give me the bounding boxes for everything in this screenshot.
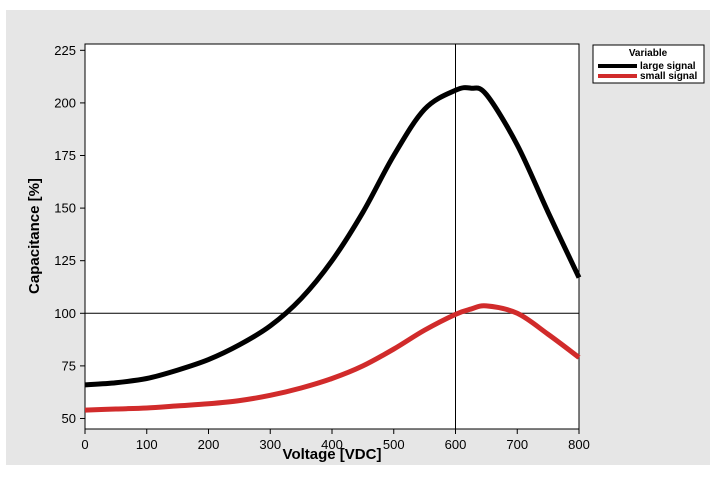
series-line-small-signal	[84, 303, 581, 413]
x-axis-title: Voltage [VDC]	[283, 446, 382, 463]
reference-lines	[85, 44, 579, 429]
x-tick-label: 0	[81, 437, 88, 452]
x-tick-label: 100	[136, 437, 158, 452]
y-axis-ticks: 50 75 100 125 150 175 200 225	[54, 43, 85, 426]
x-tick-label: 200	[198, 437, 220, 452]
chart-svg: 0 100 200 300 400 500 600 700 800 50 75 100 125 150 1…	[26, 43, 705, 463]
y-tick-label: 100	[54, 306, 76, 321]
x-tick-label: 400	[321, 437, 343, 452]
y-tick-label: 125	[54, 253, 76, 268]
legend-label-small-signal: small signal	[640, 71, 697, 82]
x-tick-label: 700	[506, 437, 528, 452]
series-group	[84, 85, 582, 413]
x-tick-label: 800	[568, 437, 590, 452]
legend-title: Variable	[629, 48, 668, 59]
plot-area	[84, 43, 580, 430]
x-tick-label: 300	[259, 437, 281, 452]
chart-frame: 0 100 200 300 400 500 600 700 800 50 75 100 125 150 1…	[6, 10, 710, 465]
y-tick-label: 75	[62, 358, 76, 373]
y-axis-title: Capacitance [%]	[26, 178, 43, 294]
y-tick-label: 225	[54, 43, 76, 58]
y-tick-label: 175	[54, 148, 76, 163]
legend-label-large-signal: large signal	[640, 61, 696, 72]
y-tick-label: 200	[54, 95, 76, 110]
y-tick-label: 50	[62, 411, 76, 426]
y-tick-label: 150	[54, 201, 76, 216]
legend: Variable large signal small signal	[592, 44, 705, 84]
x-tick-label: 600	[445, 437, 467, 452]
series-line-large-signal	[84, 85, 582, 388]
x-axis-ticks: 0 100 200 300 400 500 600 700 800	[81, 429, 590, 452]
x-tick-label: 500	[383, 437, 405, 452]
